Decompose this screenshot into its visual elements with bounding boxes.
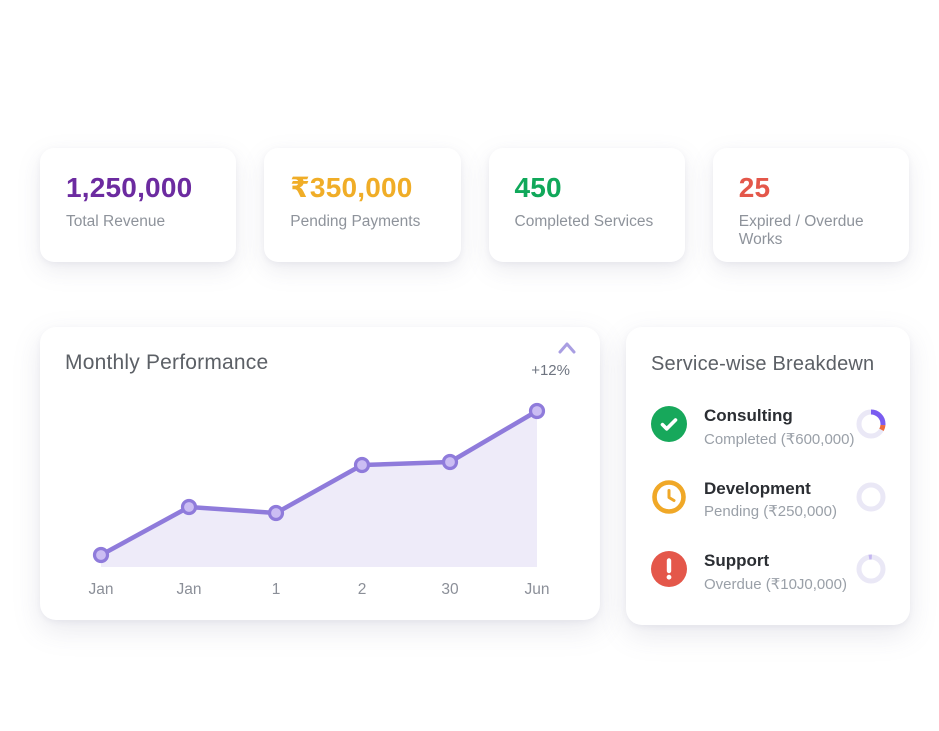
ring-track: [856, 554, 886, 584]
x-axis-label: 30: [441, 581, 459, 598]
chart-header-right: +12%: [531, 340, 578, 379]
stat-label: Total Revenue: [66, 212, 166, 230]
x-axis-label: Jan: [177, 581, 202, 598]
stat-label: Pending Payments: [290, 212, 421, 230]
stat-label: Expired / Overdue Works: [738, 212, 864, 248]
chart-point: [528, 402, 546, 420]
stat-label: Completed Services: [514, 212, 654, 230]
breakdown-item-text: Consulting Completed (₹600,000): [704, 406, 854, 448]
service-name: Development: [704, 478, 811, 498]
monthly-performance-card: Monthly Performance +12% Jan Jan 1 2 30 Jun: [40, 327, 600, 620]
x-axis-label: Jan: [89, 581, 114, 598]
breakdown-item-text: Development Pending (₹250,000): [704, 479, 837, 521]
chart-line: [98, 408, 540, 558]
service-detail: Completed (₹600,000): [704, 430, 855, 448]
chart-point: [267, 504, 285, 522]
chart-point: [180, 498, 198, 516]
chart-point: [353, 456, 371, 474]
service-name: Consulting: [704, 406, 793, 425]
ring-track: [856, 482, 886, 512]
check-circle-icon: [651, 406, 687, 442]
trend-badge: +12%: [531, 362, 570, 379]
chart-point: [441, 453, 459, 471]
stat-value: 450: [514, 172, 562, 203]
stat-value: 1,250,000: [66, 172, 193, 203]
progress-ring: [856, 554, 886, 584]
alert-circle-icon: [651, 551, 687, 588]
stat-value: ₹350,000: [290, 172, 413, 203]
stat-card-total-revenue: 1,250,000 Total Revenue: [40, 148, 237, 262]
chart-point: [92, 546, 110, 564]
breakdown-item-support: Support Overdue (₹10J0,000): [651, 551, 888, 593]
x-axis-label: Jun: [525, 581, 550, 598]
performance-chart-svg: Jan Jan 1 2 30 Jun: [89, 402, 550, 598]
chevron-up-icon[interactable]: [556, 340, 578, 356]
breakdown-list: Consulting Completed (₹600,000) Developm…: [651, 406, 888, 593]
progress-ring: [856, 409, 886, 439]
ring-arc: [856, 409, 886, 439]
breakdown-item-development: Development Pending (₹250,000): [651, 479, 888, 521]
stats-row: 1,250,000 Total Revenue ₹350,000 Pending…: [40, 148, 909, 262]
stat-card-pending-payments: ₹350,000 Pending Payments: [264, 148, 461, 262]
x-axis-label: 2: [358, 581, 367, 598]
breakdown-item-consulting: Consulting Completed (₹600,000): [651, 406, 888, 448]
service-breakdown-card: Service-wise Breakdewn Consulting Comple…: [626, 327, 910, 625]
stat-value: 25: [738, 172, 771, 203]
clock-icon: [652, 479, 686, 514]
stat-card-expired-overdue: 25 Expired / Overdue Works: [712, 148, 909, 262]
breakdown-item-text: Support Overdue (₹10J0,000): [704, 551, 847, 593]
x-axis-label: 1: [272, 581, 281, 598]
progress-ring: [856, 482, 886, 512]
service-detail: Overdue (₹10J0,000): [704, 575, 847, 593]
service-name: Support: [704, 551, 770, 571]
breakdown-title: Service-wise Breakdewn: [651, 353, 875, 375]
stat-card-completed-services: 450 Completed Services: [488, 148, 685, 262]
chart-title: Monthly Performance: [65, 351, 269, 374]
service-detail: Pending (₹250,000): [704, 503, 837, 521]
